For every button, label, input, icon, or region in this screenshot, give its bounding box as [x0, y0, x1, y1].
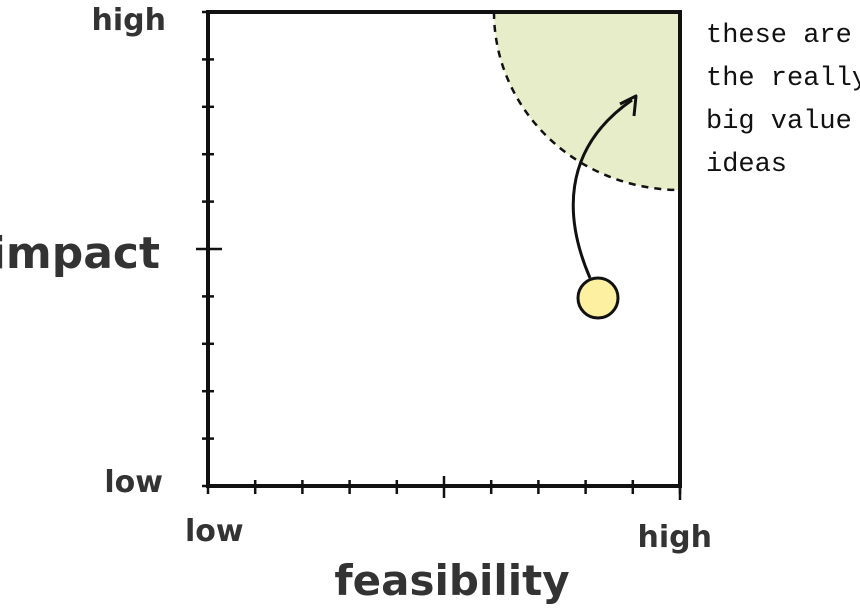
x-low: low: [185, 514, 244, 549]
annotation: these are the really big value ideas: [706, 21, 860, 180]
annotation-line: big value: [706, 107, 852, 137]
zone-boundary: [492, 11, 681, 192]
highlight-zone: [494, 12, 680, 190]
x-label: feasibility: [334, 556, 569, 605]
y-label: impact: [0, 228, 160, 279]
arrow: [571, 98, 633, 279]
annotation-line: ideas: [706, 150, 787, 180]
idea-dot: [576, 276, 620, 320]
y-high: high: [92, 3, 166, 38]
annotation-line: the really: [706, 64, 860, 94]
axis-ticks: [196, 10, 682, 500]
y-low: low: [104, 465, 163, 500]
x-high: high: [638, 520, 712, 555]
annotation-line: these are: [706, 21, 852, 51]
arrow-head: [619, 94, 638, 117]
